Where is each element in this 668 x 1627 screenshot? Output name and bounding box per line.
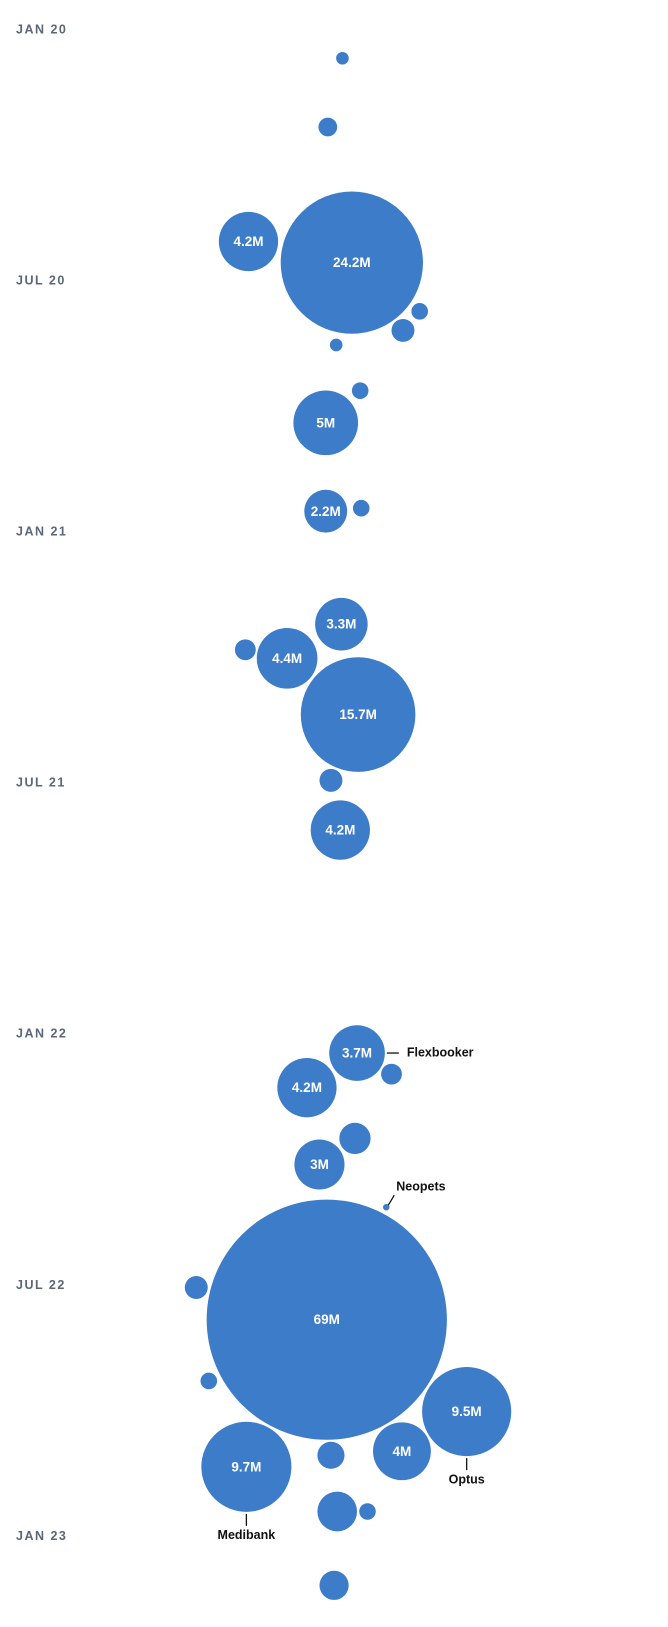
bubble xyxy=(201,1421,292,1512)
bubble xyxy=(352,499,370,517)
bubble xyxy=(277,1058,337,1118)
value-label: 24.2M xyxy=(333,255,371,270)
bubble xyxy=(200,1372,218,1390)
bubble xyxy=(315,597,368,651)
annotation: Optus xyxy=(449,1472,485,1486)
y-tick-label: JAN 23 xyxy=(16,1529,67,1543)
value-label: 69M xyxy=(314,1312,340,1327)
bubble xyxy=(336,51,349,65)
bubble xyxy=(391,318,415,342)
bubble xyxy=(184,1276,208,1300)
y-tick-label: JAN 20 xyxy=(16,22,67,36)
value-label: 4.2M xyxy=(325,823,355,838)
value-label: 4.2M xyxy=(292,1080,322,1095)
value-label: 9.5M xyxy=(452,1404,482,1419)
bubble xyxy=(351,382,369,399)
bubble xyxy=(319,768,343,792)
bubble xyxy=(317,1441,345,1469)
value-label: 3.3M xyxy=(326,617,356,632)
bubble xyxy=(318,117,338,137)
bubble xyxy=(381,1063,402,1085)
y-tick-label: JAN 21 xyxy=(16,525,67,539)
annotation: Neopets xyxy=(396,1179,445,1193)
value-label: 2.2M xyxy=(311,504,341,519)
bubble xyxy=(206,1199,447,1440)
y-tick-label: JUL 21 xyxy=(16,776,66,790)
value-label: 15.7M xyxy=(339,707,377,722)
bubble xyxy=(359,1503,376,1520)
y-tick-label: JAN 22 xyxy=(16,1027,67,1041)
bubble xyxy=(411,303,428,320)
bubble xyxy=(317,1491,358,1532)
y-tick-label: JUL 20 xyxy=(16,274,66,288)
y-tick-label: JUL 22 xyxy=(16,1278,66,1292)
bubble xyxy=(294,1139,345,1190)
bubble xyxy=(329,338,343,352)
bubble xyxy=(339,1122,371,1155)
bubble xyxy=(310,800,370,860)
value-label: 9.7M xyxy=(231,1459,261,1474)
bubble xyxy=(256,628,318,689)
bubble xyxy=(293,390,359,456)
value-label: 3M xyxy=(310,1157,329,1172)
bubble xyxy=(280,191,423,334)
leader-line xyxy=(387,1194,395,1206)
value-label: 5M xyxy=(316,415,335,430)
bubble xyxy=(300,657,416,772)
value-label: 4.2M xyxy=(233,234,263,249)
bubble xyxy=(319,1570,349,1600)
bubble xyxy=(383,1203,390,1211)
annotation: Flexbooker xyxy=(407,1045,474,1059)
bubble xyxy=(218,211,279,272)
value-label: 3.7M xyxy=(342,1046,372,1061)
bubble xyxy=(373,1422,431,1481)
bubble xyxy=(234,639,256,661)
annotation: Medibank xyxy=(218,1528,276,1542)
value-label: 4M xyxy=(393,1444,412,1459)
value-label: 4.4M xyxy=(272,651,302,666)
bubble xyxy=(304,489,348,533)
bubble xyxy=(422,1367,512,1457)
bubble xyxy=(329,1025,385,1081)
